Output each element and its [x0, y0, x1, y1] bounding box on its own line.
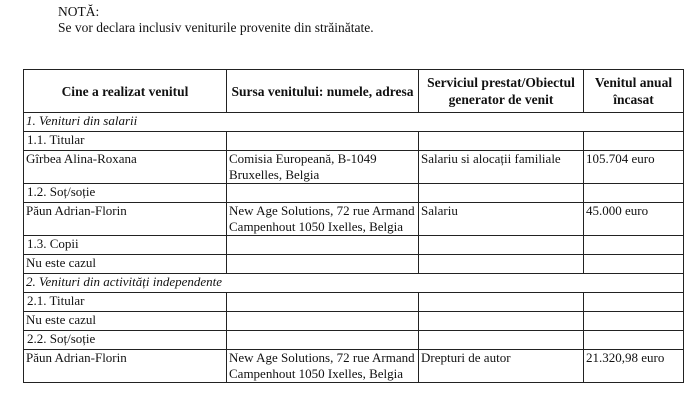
cell-income: [583, 254, 684, 274]
cell-source: New Age Solutions, 72 rue Armand Campenh…: [226, 202, 419, 236]
cell-source: [226, 235, 419, 255]
table-row: Nu este cazul: [23, 311, 684, 331]
table-header-row: Cine a realizat venitul Sursa venitului:…: [23, 69, 684, 113]
cell-service: [418, 131, 584, 151]
cell-who: Nu este cazul: [23, 311, 227, 331]
cell-source: Comisia Europeană, B-1049 Bruxelles, Bel…: [226, 150, 419, 184]
cell-income: [583, 330, 684, 350]
cell-who: Nu este cazul: [23, 254, 227, 274]
cell-source: [226, 131, 419, 151]
table-row: 1.1. Titular: [23, 131, 684, 151]
note-text: Se vor declara inclusiv veniturile prove…: [58, 20, 374, 35]
note-title: NOTĂ:: [58, 4, 100, 19]
cell-who: Păun Adrian-Florin: [23, 202, 227, 236]
cell-who: Păun Adrian-Florin: [23, 349, 227, 383]
cell-service: [418, 235, 584, 255]
cell-income: [583, 235, 684, 255]
cell-who: 2.1. Titular: [23, 292, 227, 312]
cell-who: 1.1. Titular: [23, 131, 227, 151]
cell-service: [418, 254, 584, 274]
header-income: Venitul anual încasat: [583, 69, 684, 113]
section-label: 1. Venituri din salarii: [23, 112, 684, 132]
table-row: 1.3. Copii: [23, 235, 684, 255]
table-body: 1. Venituri din salarii 1.1. Titular Gîrbe…: [23, 112, 684, 383]
cell-who: 2.2. Soț/soție: [23, 330, 227, 350]
cell-who: 1.3. Copii: [23, 235, 227, 255]
cell-service: [418, 311, 584, 331]
cell-who: Gîrbea Alina-Roxana: [23, 150, 227, 184]
section-label: 2. Venituri din activități independente: [23, 273, 684, 293]
table-row: Păun Adrian-Florin New Age Solutions, 72 …: [23, 349, 684, 383]
cell-income: [583, 311, 684, 331]
table-row: 2.1. Titular: [23, 292, 684, 312]
section-row: 2. Venituri din activități independente: [23, 273, 684, 293]
cell-service: Salariu si alocații familiale: [418, 150, 584, 184]
header-service: Serviciul prestat/Obiectul generator de …: [418, 69, 584, 113]
cell-source: New Age Solutions, 72 rue Armand Campenh…: [226, 349, 419, 383]
section-row: 1. Venituri din salarii: [23, 112, 684, 132]
table-row: 2.2. Soț/soție: [23, 330, 684, 350]
cell-source: [226, 330, 419, 350]
cell-source: [226, 183, 419, 203]
cell-service: [418, 183, 584, 203]
cell-who: 1.2. Soț/soție: [23, 183, 227, 203]
cell-service: Salariu: [418, 202, 584, 236]
cell-income: [583, 131, 684, 151]
cell-service: [418, 330, 584, 350]
cell-source: [226, 311, 419, 331]
table-row: Gîrbea Alina-Roxana Comisia Europeană, B-…: [23, 150, 684, 184]
table-row: Nu este cazul: [23, 254, 684, 274]
header-who: Cine a realizat venitul: [23, 69, 227, 113]
table-row: Păun Adrian-Florin New Age Solutions, 72 …: [23, 202, 684, 236]
cell-service: [418, 292, 584, 312]
cell-income: 105.704 euro: [583, 150, 684, 184]
cell-income: 21.320,98 euro: [583, 349, 684, 383]
table-row: 1.2. Soț/soție: [23, 183, 684, 203]
income-table: Cine a realizat venitul Sursa venitului:…: [23, 69, 684, 383]
header-source: Sursa venitului: numele, adresa: [226, 69, 419, 113]
cell-income: [583, 183, 684, 203]
note: NOTĂ: Se vor declara inclusiv veniturile…: [58, 4, 374, 36]
cell-service: Drepturi de autor: [418, 349, 584, 383]
cell-income: 45.000 euro: [583, 202, 684, 236]
cell-source: [226, 254, 419, 274]
cell-source: [226, 292, 419, 312]
cell-income: [583, 292, 684, 312]
